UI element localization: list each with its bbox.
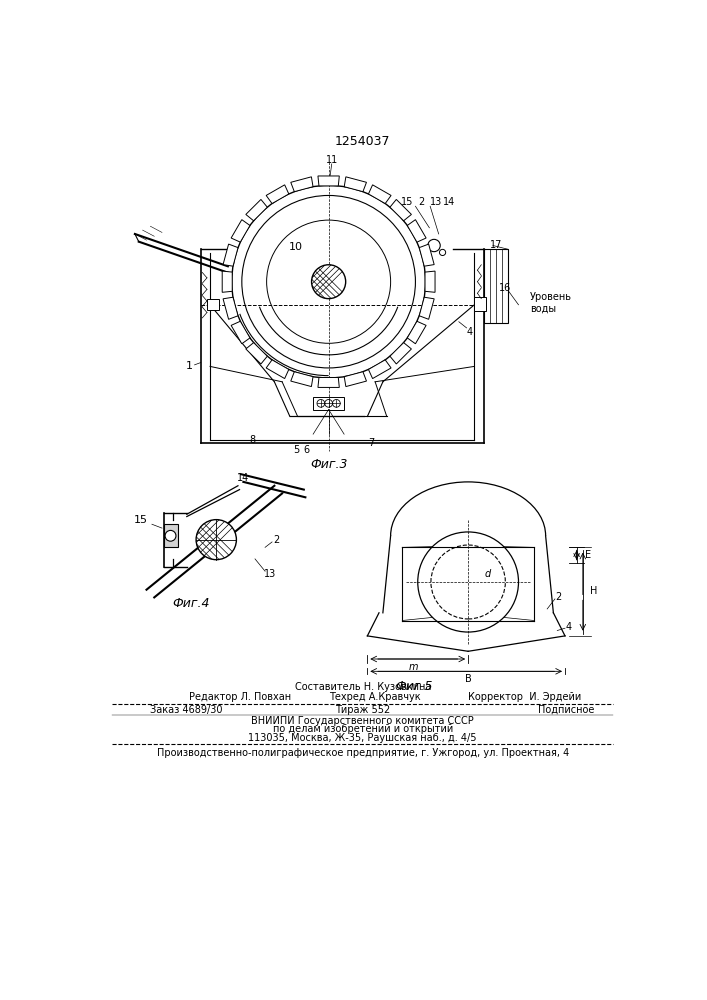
Text: Редактор Л. Повхан: Редактор Л. Повхан xyxy=(189,692,291,702)
Text: 17: 17 xyxy=(490,240,502,250)
Polygon shape xyxy=(222,271,232,292)
Polygon shape xyxy=(390,199,411,221)
Polygon shape xyxy=(223,244,238,266)
Polygon shape xyxy=(425,271,435,292)
Text: m: m xyxy=(409,662,419,672)
Polygon shape xyxy=(344,372,366,387)
Text: 14: 14 xyxy=(443,197,455,207)
Text: B: B xyxy=(464,674,472,684)
Polygon shape xyxy=(419,297,434,319)
Text: 2: 2 xyxy=(556,592,562,602)
Text: 2: 2 xyxy=(419,197,425,207)
Circle shape xyxy=(196,520,236,560)
Text: Уровень
воды: Уровень воды xyxy=(530,292,572,314)
Polygon shape xyxy=(407,321,426,344)
Polygon shape xyxy=(231,321,250,344)
Text: 2: 2 xyxy=(274,535,280,545)
Bar xyxy=(207,299,218,310)
Text: Составитель Н. Кузовкина: Составитель Н. Кузовкина xyxy=(295,682,431,692)
Text: 1254037: 1254037 xyxy=(335,135,390,148)
Polygon shape xyxy=(419,244,434,266)
Text: 7: 7 xyxy=(368,438,375,448)
Polygon shape xyxy=(368,185,391,204)
Text: 113035, Москва, Ж-35, Раушская наб., д. 4/5: 113035, Москва, Ж-35, Раушская наб., д. … xyxy=(248,733,477,743)
Polygon shape xyxy=(318,377,339,387)
Text: 4: 4 xyxy=(566,622,572,632)
Polygon shape xyxy=(344,177,366,192)
Text: Фиг.3: Фиг.3 xyxy=(310,458,347,471)
Polygon shape xyxy=(291,372,313,387)
Text: 10: 10 xyxy=(289,242,303,252)
Bar xyxy=(474,297,486,311)
Text: 13: 13 xyxy=(264,569,276,579)
Polygon shape xyxy=(231,220,250,242)
Circle shape xyxy=(165,530,176,541)
Text: Подписное: Подписное xyxy=(538,705,595,715)
Polygon shape xyxy=(246,199,267,221)
Text: ВНИИПИ Государственного комитета СССР: ВНИИПИ Государственного комитета СССР xyxy=(252,716,474,726)
Circle shape xyxy=(428,239,440,252)
Text: E: E xyxy=(585,550,591,560)
Text: 1: 1 xyxy=(186,361,192,371)
Text: 14: 14 xyxy=(238,473,250,483)
Polygon shape xyxy=(368,360,391,379)
Bar xyxy=(313,397,344,410)
Polygon shape xyxy=(223,297,238,319)
Polygon shape xyxy=(291,177,313,192)
Text: Фиг.4: Фиг.4 xyxy=(173,597,210,610)
Text: 13: 13 xyxy=(431,197,443,207)
Polygon shape xyxy=(246,343,267,364)
Text: Тираж 552: Тираж 552 xyxy=(335,705,390,715)
Polygon shape xyxy=(390,343,411,364)
Circle shape xyxy=(312,265,346,299)
Text: 4: 4 xyxy=(467,327,473,337)
Text: 16: 16 xyxy=(499,283,511,293)
Bar xyxy=(163,524,177,547)
Text: 6: 6 xyxy=(304,445,310,455)
Text: Производственно-полиграфическое предприятие, г. Ужгород, ул. Проектная, 4: Производственно-полиграфическое предприя… xyxy=(156,748,569,758)
Text: 15: 15 xyxy=(134,515,148,525)
Text: Фиг.5: Фиг.5 xyxy=(395,680,433,693)
Text: 11: 11 xyxy=(326,155,338,165)
Bar xyxy=(484,249,508,323)
Circle shape xyxy=(440,249,445,256)
Text: H: H xyxy=(590,586,597,596)
Text: d: d xyxy=(484,569,491,579)
Text: по делам изобретений и открытий: по делам изобретений и открытий xyxy=(273,724,453,734)
Text: Техред А.Кравчук: Техред А.Кравчук xyxy=(329,692,420,702)
Text: Корректор  И. Эрдейи: Корректор И. Эрдейи xyxy=(468,692,581,702)
Text: 8: 8 xyxy=(250,435,256,445)
Text: 5: 5 xyxy=(293,445,299,455)
Text: Заказ 4689/30: Заказ 4689/30 xyxy=(151,705,223,715)
Polygon shape xyxy=(266,185,288,204)
Polygon shape xyxy=(266,360,288,379)
Text: 15: 15 xyxy=(401,197,413,207)
Polygon shape xyxy=(407,220,426,242)
Polygon shape xyxy=(318,176,339,186)
